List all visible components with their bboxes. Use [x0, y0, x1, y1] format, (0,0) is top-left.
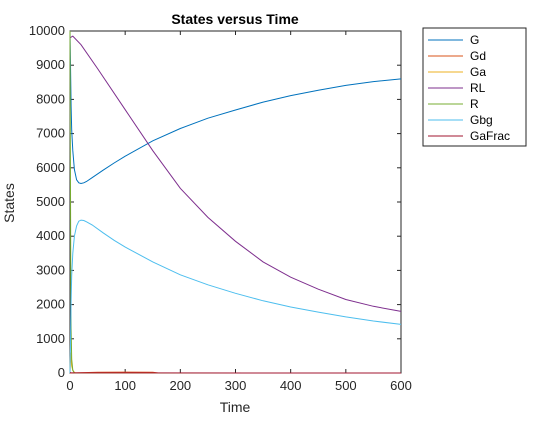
- legend-entry-label: Ga: [470, 65, 486, 79]
- x-axis-label: Time: [220, 399, 251, 415]
- x-tick-label: 600: [390, 378, 412, 393]
- x-tick-label: 0: [66, 378, 73, 393]
- legend-entry-label: RL: [470, 81, 486, 95]
- x-tick-label: 300: [225, 378, 247, 393]
- y-tick-label: 10000: [29, 23, 65, 38]
- legend-entry-label: G: [470, 33, 479, 47]
- chart-title: States versus Time: [171, 11, 299, 27]
- y-tick-label: 8000: [36, 91, 65, 106]
- y-tick-label: 9000: [36, 57, 65, 72]
- y-tick-label: 1000: [36, 331, 65, 346]
- y-tick-label: 3000: [36, 262, 65, 277]
- y-axis-label: States: [1, 183, 17, 223]
- plot-area: [70, 31, 401, 373]
- x-tick-label: 400: [280, 378, 302, 393]
- y-tick-label: 0: [58, 365, 65, 380]
- y-tick-label: 5000: [36, 194, 65, 209]
- legend: G Gd Ga RL R Gbg GaFrac: [423, 28, 526, 146]
- x-tick-label: 500: [335, 378, 357, 393]
- x-tick-label: 200: [169, 378, 191, 393]
- y-tick-label: 4000: [36, 228, 65, 243]
- legend-entry-label: Gd: [470, 49, 486, 63]
- legend-entry-label: GaFrac: [470, 129, 510, 143]
- y-tick-label: 7000: [36, 126, 65, 141]
- x-tick-label: 100: [114, 378, 136, 393]
- axes-frame: [70, 31, 401, 373]
- y-tick-label: 2000: [36, 297, 65, 312]
- y-tick-label: 6000: [36, 160, 65, 175]
- legend-entry-label: Gbg: [470, 113, 493, 127]
- legend-entry-label: R: [470, 97, 479, 111]
